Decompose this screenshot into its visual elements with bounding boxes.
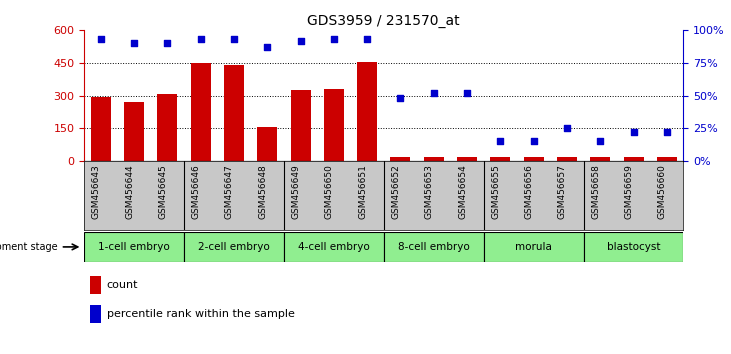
- Text: GSM456651: GSM456651: [358, 165, 367, 219]
- Text: GSM456658: GSM456658: [591, 165, 600, 219]
- Point: [395, 95, 406, 101]
- Bar: [590, 157, 610, 161]
- Point: [295, 38, 306, 44]
- Point: [228, 36, 240, 42]
- Text: 4-cell embryo: 4-cell embryo: [298, 242, 370, 252]
- Text: 8-cell embryo: 8-cell embryo: [398, 242, 469, 252]
- Bar: [557, 158, 577, 161]
- Point: [628, 130, 640, 135]
- Text: GSM456653: GSM456653: [425, 165, 433, 219]
- Text: GSM456655: GSM456655: [491, 165, 500, 219]
- Point: [162, 40, 173, 46]
- Bar: [491, 157, 510, 161]
- Bar: [357, 62, 377, 161]
- Bar: [124, 102, 144, 161]
- Bar: [224, 65, 244, 161]
- Bar: [523, 158, 544, 161]
- Bar: [90, 305, 101, 323]
- Point: [528, 138, 539, 144]
- Bar: [257, 127, 277, 161]
- Point: [128, 40, 140, 46]
- Text: GSM456646: GSM456646: [192, 165, 200, 219]
- Text: GSM456643: GSM456643: [91, 165, 101, 219]
- Text: GSM456656: GSM456656: [525, 165, 534, 219]
- Text: GSM456649: GSM456649: [292, 165, 300, 219]
- Text: GSM456659: GSM456659: [624, 165, 634, 219]
- Point: [95, 36, 107, 42]
- Text: GSM456654: GSM456654: [458, 165, 467, 219]
- Point: [561, 125, 573, 131]
- Text: GSM456648: GSM456648: [258, 165, 268, 219]
- Bar: [384, 232, 484, 262]
- Point: [661, 130, 673, 135]
- Bar: [157, 95, 178, 161]
- Bar: [424, 157, 444, 161]
- Text: GSM456645: GSM456645: [159, 165, 167, 219]
- Title: GDS3959 / 231570_at: GDS3959 / 231570_at: [308, 14, 460, 28]
- Bar: [290, 90, 311, 161]
- Text: percentile rank within the sample: percentile rank within the sample: [107, 309, 295, 319]
- Text: 2-cell embryo: 2-cell embryo: [198, 242, 270, 252]
- Point: [194, 36, 206, 42]
- Text: GSM456650: GSM456650: [325, 165, 334, 219]
- Text: GSM456644: GSM456644: [125, 165, 134, 219]
- Bar: [84, 232, 184, 262]
- Bar: [657, 158, 677, 161]
- Bar: [324, 89, 344, 161]
- Text: 1-cell embryo: 1-cell embryo: [98, 242, 170, 252]
- Point: [328, 36, 340, 42]
- Point: [494, 138, 506, 144]
- Bar: [583, 232, 683, 262]
- Point: [461, 90, 473, 96]
- Bar: [457, 157, 477, 161]
- Point: [361, 36, 373, 42]
- Text: GSM456660: GSM456660: [658, 165, 667, 219]
- Text: GSM456657: GSM456657: [558, 165, 567, 219]
- Bar: [191, 63, 211, 161]
- Bar: [390, 157, 410, 161]
- Bar: [284, 232, 384, 262]
- Bar: [91, 97, 110, 161]
- Point: [428, 90, 439, 96]
- Text: morula: morula: [515, 242, 552, 252]
- Text: GSM456652: GSM456652: [391, 165, 401, 219]
- Text: blastocyst: blastocyst: [607, 242, 660, 252]
- Bar: [184, 232, 284, 262]
- Point: [594, 138, 606, 144]
- Bar: [90, 276, 101, 294]
- Text: development stage: development stage: [0, 242, 57, 252]
- Bar: [624, 157, 643, 161]
- Bar: [484, 232, 583, 262]
- Text: count: count: [107, 280, 138, 290]
- Text: GSM456647: GSM456647: [225, 165, 234, 219]
- Point: [262, 44, 273, 50]
